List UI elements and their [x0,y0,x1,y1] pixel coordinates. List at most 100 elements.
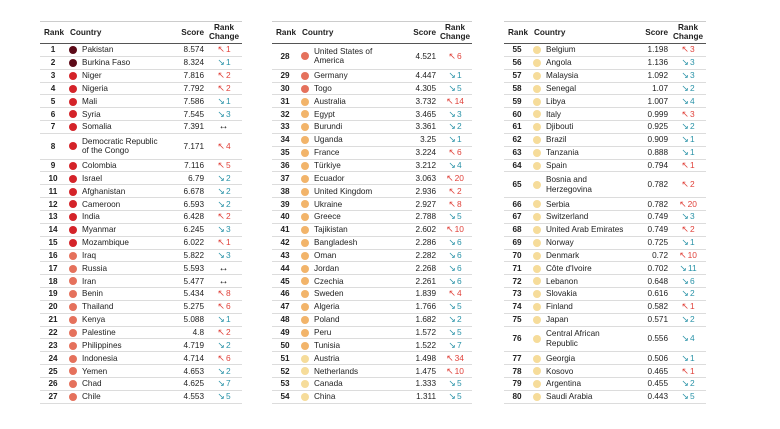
score-cell: 2.261 [398,274,439,289]
arrow-down-right-icon: ↘ [448,134,456,145]
rank-cell: 19 [40,287,66,301]
arrow-down-right-icon: ↘ [681,333,689,344]
rank-change-cell: ↘2 [670,82,707,96]
rank-change-cell: ↖20 [670,197,707,211]
score-cell: 4.8 [166,326,207,340]
score-cell: 7.171 [166,133,207,160]
risk-dot-icon [69,84,77,93]
arrow-up-left-icon: ↖ [217,44,225,55]
score-cell: 0.794 [632,159,671,173]
country-cell: Slovakia [544,287,633,301]
country-cell: Djibouti [544,120,633,134]
rank-change-cell: ↖2 [206,210,243,224]
rank-cell: 80 [504,390,530,404]
header-rank: Rank [40,21,66,44]
ranking-table-column-3: Rank Country Score Rank Change 55 Belgium 1.198… [504,21,707,404]
table-row: 17 Russia 5.593 ↔ [40,261,243,276]
rank-cell: 79 [504,377,530,391]
score-cell: 0.582 [632,300,671,314]
risk-dot-icon [301,123,309,132]
rank-change-value: 3 [225,249,231,260]
risk-dot-icon [69,226,77,235]
risk-dot-icon [533,161,541,170]
table-row: 50 Tunisia 1.522 ↘7 [272,338,473,353]
table-row: 57 Malaysia 1.092 ↘3 [504,69,707,83]
country-cell: China [312,390,399,404]
country-cell: Senegal [544,82,633,96]
score-cell: 6.428 [166,210,207,224]
country-cell: Burkina Faso [80,56,167,70]
color-dot-cell [530,236,544,250]
rank-change-cell: ↘11 [670,261,707,276]
table-row: 52 Netherlands 1.475 ↖10 [272,364,473,378]
color-dot-cell [530,210,544,224]
rank-change-cell: ↖6 [438,146,473,160]
color-dot-cell [298,223,312,237]
color-dot-cell [298,107,312,122]
rank-change-value: 1 [456,70,462,81]
country-cell: Czechia [312,274,399,289]
table-row: 28 United States of America 4.521 ↖6 [272,43,473,70]
rank-change-value: 2 [225,172,231,183]
country-cell: Israel [80,171,167,186]
rank-change-value: 10 [687,249,697,260]
table-row: 60 Italy 0.999 ↖3 [504,107,707,122]
arrow-down-right-icon: ↘ [217,378,225,389]
table-row: 24 Indonesia 4.714 ↖6 [40,351,243,366]
arrow-down-right-icon: ↘ [217,108,225,119]
rank-change-cell: ↘2 [206,197,243,211]
risk-dot-icon [69,200,77,209]
rank-change-cell: ↘4 [670,326,707,353]
rank-change-value: 2 [456,121,462,132]
rank-change-cell: ↘5 [438,82,473,96]
table-row: 37 Ecuador 3.063 ↖20 [272,171,473,186]
rank-cell: 1 [40,43,66,57]
arrow-down-right-icon: ↘ [681,121,689,132]
risk-dot-icon [533,277,541,286]
rank-cell: 48 [272,313,298,327]
table-row: 77 Georgia 0.506 ↘1 [504,351,707,366]
arrow-up-left-icon: ↖ [217,140,225,151]
country-cell: Nigeria [80,82,167,96]
color-dot-cell [530,82,544,96]
table-header-row: Rank Country Score Rank Change [504,21,707,44]
risk-dot-icon [301,328,309,337]
rank-cell: 10 [40,171,66,186]
risk-dot-icon [301,251,309,260]
table-row: 12 Cameroon 6.593 ↘2 [40,197,243,211]
rank-change-value: 6 [225,301,231,312]
table-row: 78 Kosovo 0.465 ↖1 [504,364,707,378]
country-cell: Finland [544,300,633,314]
table-row: 6 Syria 7.545 ↘3 [40,107,243,122]
rank-change-value: 3 [689,57,695,68]
rank-cell: 65 [504,171,530,199]
rank-cell: 38 [272,184,298,199]
risk-dot-icon [69,59,77,68]
color-dot-cell [66,171,80,186]
arrow-up-left-icon: ↖ [448,185,456,196]
rank-cell: 14 [40,223,66,237]
rank-change-cell: ↘2 [438,313,473,327]
rank-cell: 68 [504,223,530,237]
table-row: 64 Spain 0.794 ↖1 [504,159,707,173]
arrow-up-left-icon: ↖ [446,352,454,363]
header-country: Country [66,21,167,44]
arrow-down-right-icon: ↘ [681,352,689,363]
rank-change-cell: ↖2 [206,82,243,96]
arrow-up-left-icon: ↖ [681,108,689,119]
rank-change-cell: ↘5 [438,326,473,340]
score-cell: 0.702 [632,261,671,276]
ranking-table-column-2: Rank Country Score Rank Change 28 United State… [272,21,473,404]
risk-dot-icon [301,136,309,145]
score-cell: 8.574 [166,43,207,57]
rank-change-value: 1 [689,352,695,363]
country-cell: Australia [312,94,399,109]
header-rank-change-line1: Rank [678,23,699,32]
rank-change-cell: ↘7 [206,377,243,391]
table-row: 55 Belgium 1.198 ↖3 [504,43,707,57]
color-dot-cell [530,300,544,314]
risk-dot-icon [533,149,541,157]
rank-change-cell: ↘1 [670,133,707,147]
risk-dot-icon [301,315,309,324]
country-cell: Chile [80,390,167,404]
